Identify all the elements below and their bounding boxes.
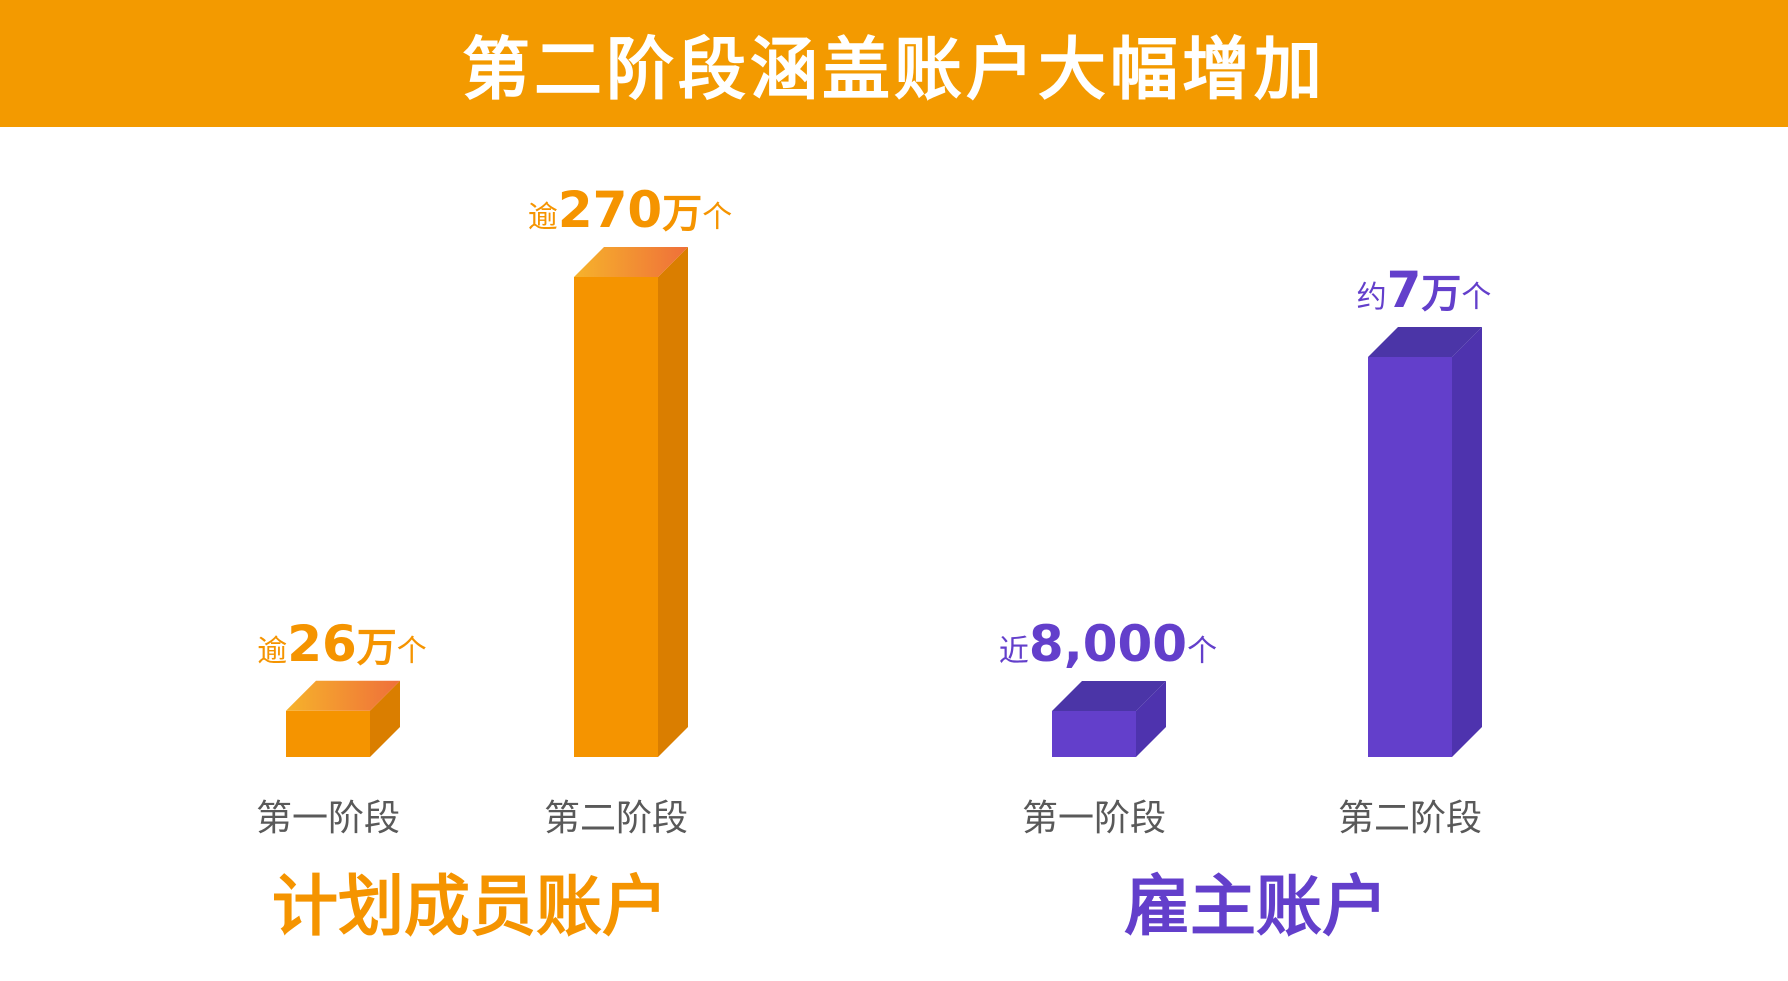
bar-side (1452, 327, 1482, 757)
page-title: 第二阶段涵盖账户大幅增加 (461, 31, 1326, 110)
bar-front (574, 277, 658, 757)
bar-top (286, 680, 400, 711)
value-label: 逾270万个 (528, 181, 732, 239)
title-banner: 第二阶段涵盖账户大幅增加 (0, 0, 1788, 127)
bar-top (1368, 327, 1482, 357)
bar-side (370, 680, 400, 757)
category-label: 第二阶段 (1338, 798, 1482, 839)
category-label: 第二阶段 (544, 798, 688, 839)
bar-top (574, 247, 688, 277)
value-label: 逾26万个 (257, 615, 427, 673)
value-label: 近8,000个 (999, 615, 1217, 673)
chart-title: 雇主账户 (1124, 868, 1388, 945)
bar-front (1052, 711, 1136, 757)
bar-front (286, 710, 370, 757)
chart-title: 计划成员账户 (272, 868, 668, 945)
bar-front (1368, 357, 1452, 757)
category-label: 第一阶段 (256, 798, 400, 839)
value-label: 约7万个 (1357, 261, 1492, 319)
bar-side (1136, 681, 1166, 757)
category-label: 第一阶段 (1022, 798, 1166, 839)
bar-side (658, 247, 688, 757)
bar-top (1052, 681, 1166, 711)
